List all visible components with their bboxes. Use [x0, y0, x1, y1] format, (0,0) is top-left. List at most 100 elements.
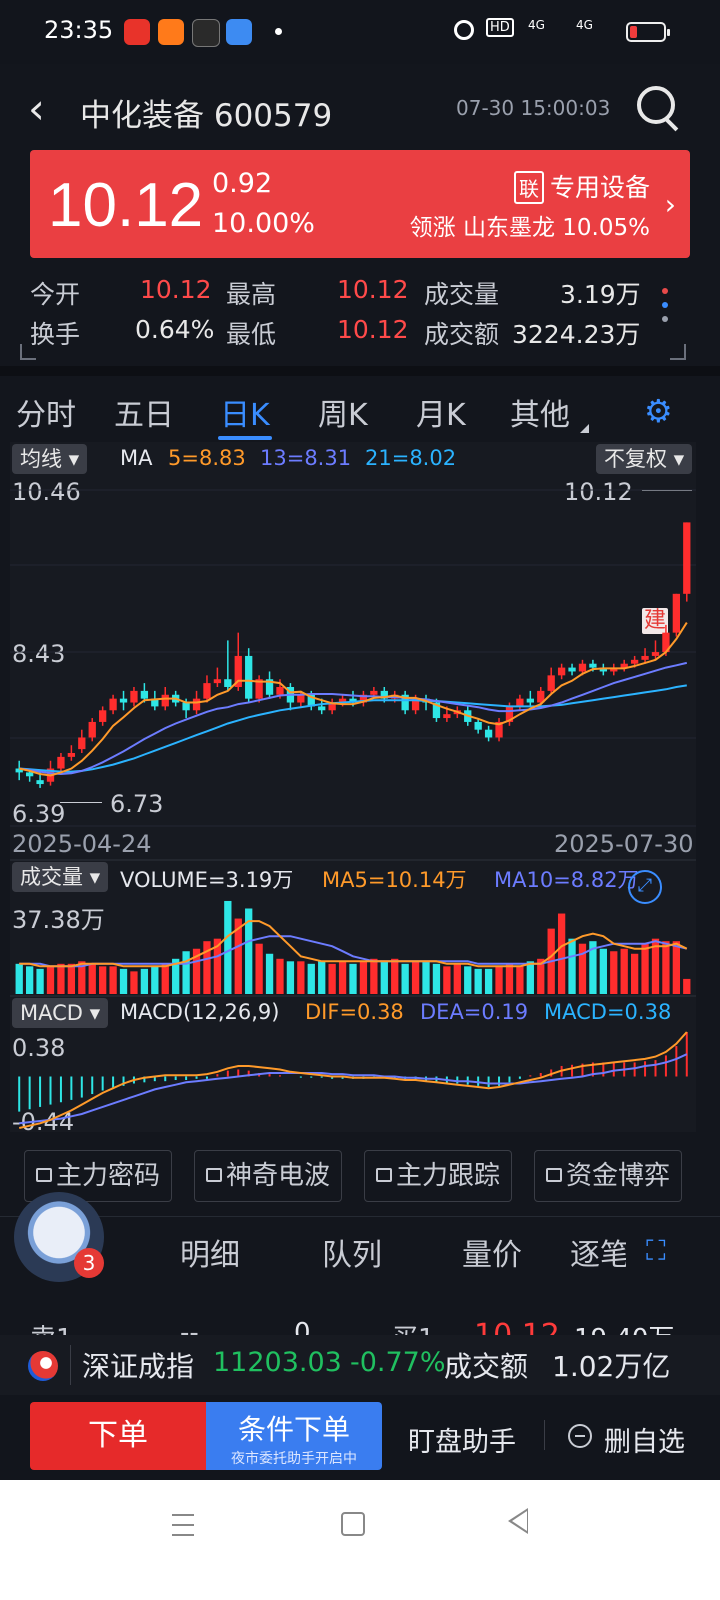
- candle-body: [380, 690, 388, 699]
- gear-icon[interactable]: ⚙: [644, 392, 673, 430]
- tab-volume-price[interactable]: 量价: [462, 1238, 522, 1273]
- price-change: 0.92: [212, 168, 273, 199]
- dea-line: [19, 1053, 688, 1125]
- volume-bar: [15, 963, 23, 994]
- home-icon[interactable]: [341, 1512, 365, 1536]
- function-zhuli-mima[interactable]: 主力密码: [24, 1150, 172, 1202]
- remove-circle-icon: [568, 1424, 592, 1448]
- tab-tick-by-tick[interactable]: 逐笔: [570, 1238, 626, 1273]
- more-dots-icon[interactable]: [662, 288, 670, 330]
- signal-4g-icon-2: 4G: [576, 18, 593, 32]
- ma-selector[interactable]: 均线 ▾: [12, 444, 88, 474]
- price-banner[interactable]: 10.12 0.92 10.00% 联专用设备 领涨 山东墨龙 10.05% ›: [30, 150, 690, 258]
- candle-body: [99, 710, 107, 722]
- candle-body: [568, 667, 576, 672]
- tab-weekly-k[interactable]: 周K: [318, 398, 368, 433]
- zoom-expand-icon[interactable]: ⤢: [628, 870, 662, 904]
- volume-bar: [453, 963, 461, 994]
- volume-bar: [380, 961, 388, 994]
- volume-bar: [234, 918, 242, 994]
- candle-body: [307, 694, 315, 707]
- battery-icon: [626, 22, 670, 42]
- notification-badge: 3: [74, 1248, 104, 1278]
- candle-body: [672, 593, 681, 633]
- lian-badge: 联: [513, 171, 544, 204]
- expand-corner-left-icon[interactable]: [20, 344, 36, 360]
- candle-body: [578, 663, 587, 672]
- high-value: 10.12: [337, 275, 409, 304]
- tab-five-day[interactable]: 五日: [114, 398, 174, 433]
- candle-body: [36, 780, 44, 785]
- volume-bar: [391, 958, 399, 994]
- menu-icon[interactable]: [172, 1514, 194, 1536]
- function-zhuli-genzong[interactable]: 主力跟踪: [364, 1150, 512, 1202]
- volume-bar: [119, 968, 128, 994]
- volume-bar: [99, 966, 107, 994]
- volume-bar: [359, 961, 368, 994]
- chevron-right-icon[interactable]: ›: [664, 188, 676, 221]
- candle-body: [495, 721, 503, 738]
- lock-icon: [35, 1167, 52, 1182]
- volume-bar: [578, 943, 587, 994]
- volume-bar: [203, 941, 211, 994]
- tab-daily-k[interactable]: 日K: [220, 398, 270, 433]
- function-shenqi-dianbo[interactable]: 神奇电波: [194, 1150, 342, 1202]
- index-amount-label: 成交额: [444, 1350, 529, 1383]
- search-icon[interactable]: [637, 86, 675, 124]
- index-value: 11203.03: [213, 1347, 342, 1378]
- index-name: 深证成指: [82, 1350, 195, 1383]
- turnover-label: 换手: [30, 320, 81, 349]
- remove-watchlist-button[interactable]: 删自选: [604, 1427, 685, 1458]
- volume-bar: [25, 966, 34, 994]
- volume-bar: [662, 941, 670, 994]
- conditional-order-sub: 夜市委托助手开启中: [231, 1451, 357, 1467]
- volume-bar: [422, 961, 430, 994]
- candle-body: [15, 768, 23, 773]
- ma13-line: [19, 661, 688, 776]
- back-icon[interactable]: ‹: [28, 84, 45, 133]
- index-change: -0.77%: [350, 1347, 446, 1378]
- adjust-selector[interactable]: 不复权 ▾: [596, 444, 693, 474]
- tab-detail[interactable]: 明细: [180, 1238, 240, 1273]
- candle-body: [67, 752, 76, 757]
- kline-chart[interactable]: [0, 0, 720, 1140]
- volume-bar: [172, 958, 180, 994]
- macd-params: MACD(12,26,9): [120, 1000, 280, 1024]
- ma-title: MA: [120, 446, 153, 470]
- index-bar[interactable]: 深证成指 11203.03 -0.77% 成交额 1.02万亿: [0, 1335, 720, 1395]
- industry-link[interactable]: 联专用设备: [513, 168, 650, 204]
- function-zijin-boyi[interactable]: 资金博弈: [534, 1150, 682, 1202]
- volume-selector[interactable]: 成交量 ▾: [12, 862, 109, 892]
- stock-title: 中化装备 600579: [80, 98, 333, 134]
- order-button[interactable]: 下单: [30, 1402, 206, 1470]
- macd-selector[interactable]: MACD ▾: [12, 998, 109, 1028]
- volume-bar: [349, 963, 357, 994]
- build-tag[interactable]: 建: [642, 608, 668, 634]
- tab-queue[interactable]: 队列: [322, 1238, 382, 1273]
- chart-area: [10, 442, 696, 1132]
- tab-intraday[interactable]: 分时: [16, 398, 76, 433]
- volume-bar: [401, 963, 409, 994]
- app-icon-red: [124, 19, 150, 45]
- volume-bar: [505, 963, 514, 994]
- kline-top-price: 10.46: [12, 478, 81, 506]
- candle-body: [130, 690, 138, 703]
- volume-ma5-line: [19, 920, 688, 968]
- volume-bar: [245, 908, 253, 994]
- candle-body: [57, 756, 65, 769]
- candle-body: [203, 683, 211, 699]
- conditional-order-button[interactable]: 条件下单 夜市委托助手开启中: [206, 1402, 382, 1470]
- high-label: 最高: [226, 280, 277, 309]
- candle-body: [599, 667, 607, 672]
- kline-low-price: 6.39: [12, 800, 66, 828]
- fullscreen-icon[interactable]: ⛶: [646, 1234, 666, 1267]
- volume-bar: [78, 961, 86, 994]
- expand-corner-right-icon[interactable]: [670, 344, 686, 360]
- volume-bar: [276, 958, 284, 994]
- volume-bar: [474, 968, 482, 994]
- candle-body: [161, 694, 169, 707]
- tab-monthly-k[interactable]: 月K: [416, 398, 466, 433]
- watch-helper-button[interactable]: 盯盘助手: [408, 1427, 516, 1458]
- candle-body: [224, 679, 232, 687]
- tab-other[interactable]: 其他: [510, 398, 570, 433]
